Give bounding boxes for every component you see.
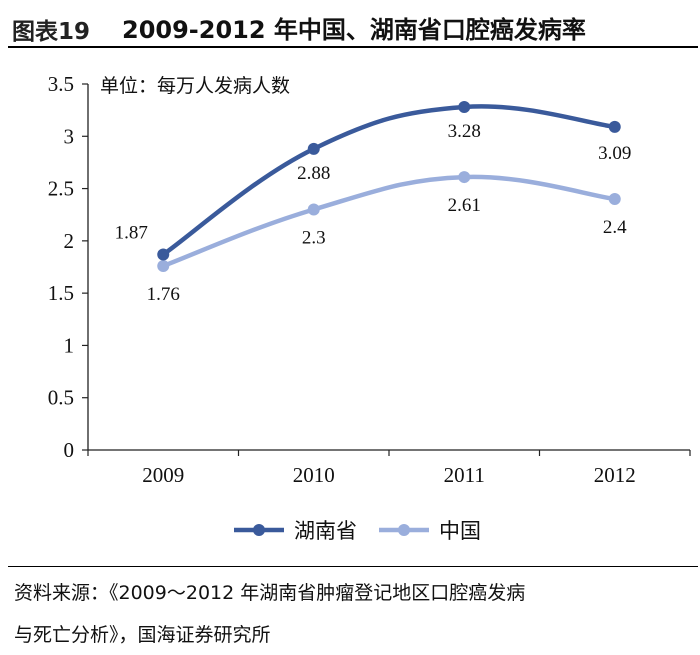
data-point-china	[608, 193, 621, 206]
legend-label-hunan: 湖南省	[294, 519, 357, 543]
y-tick-label: 2.5	[48, 177, 74, 201]
x-tick-label: 2011	[444, 463, 485, 487]
y-tick-label: 0	[64, 438, 75, 462]
data-label-hunan: 3.09	[598, 143, 631, 164]
x-tick-label: 2012	[594, 463, 636, 487]
data-point-hunan	[608, 120, 621, 133]
source-note-line-1: 资料来源：《2009～2012 年湖南省肿瘤登记地区口腔癌发病	[14, 582, 526, 604]
figure-label: 图表19	[12, 19, 91, 45]
legend-item-hunan: 湖南省	[234, 519, 357, 543]
top-rule	[8, 46, 698, 48]
y-tick-label: 1.5	[48, 281, 74, 305]
data-point-china	[157, 259, 170, 272]
y-tick-label: 1	[64, 333, 75, 357]
data-label-china: 2.3	[302, 227, 326, 248]
y-tick-label: 3.5	[48, 72, 74, 96]
unit-label: 单位：每万人发病人数	[100, 75, 290, 97]
line-chart: 0 0.5 1 1.5 2 2.5 3 3.5 2009 2010 2011 2012 单位：每万人发病…	[48, 72, 691, 543]
figure-header: 图表19 2009-2012 年中国、湖南省口腔癌发病率	[0, 0, 700, 48]
data-point-hunan	[458, 101, 471, 114]
data-point-hunan	[307, 142, 320, 155]
y-tick-label: 2	[64, 229, 75, 253]
legend-swatch-marker-china	[398, 524, 410, 536]
x-tick-label: 2010	[293, 463, 335, 487]
data-label-hunan: 3.28	[448, 121, 481, 142]
legend-label-china: 中国	[439, 519, 481, 543]
data-point-china	[458, 171, 471, 184]
x-tick-label: 2009	[142, 463, 184, 487]
legend-swatch-marker-hunan	[253, 524, 265, 536]
series-line-hunan	[161, 104, 617, 257]
bottom-rule	[8, 566, 698, 567]
source-note-line-2: 与死亡分析》，国海证券研究所	[14, 624, 271, 646]
y-tick-label: 3	[64, 124, 75, 148]
data-point-hunan	[157, 248, 170, 261]
data-label-hunan: 2.88	[297, 163, 330, 184]
data-label-china: 2.4	[603, 217, 627, 238]
data-point-china	[307, 203, 320, 216]
data-label-china: 2.61	[448, 195, 481, 216]
series-line-china	[161, 174, 617, 269]
chart-title: 2009-2012 年中国、湖南省口腔癌发病率	[122, 16, 586, 44]
data-label-hunan: 1.87	[115, 222, 148, 243]
legend-item-china: 中国	[379, 519, 481, 543]
data-label-china: 1.76	[147, 284, 180, 305]
y-tick-label: 0.5	[48, 386, 74, 410]
